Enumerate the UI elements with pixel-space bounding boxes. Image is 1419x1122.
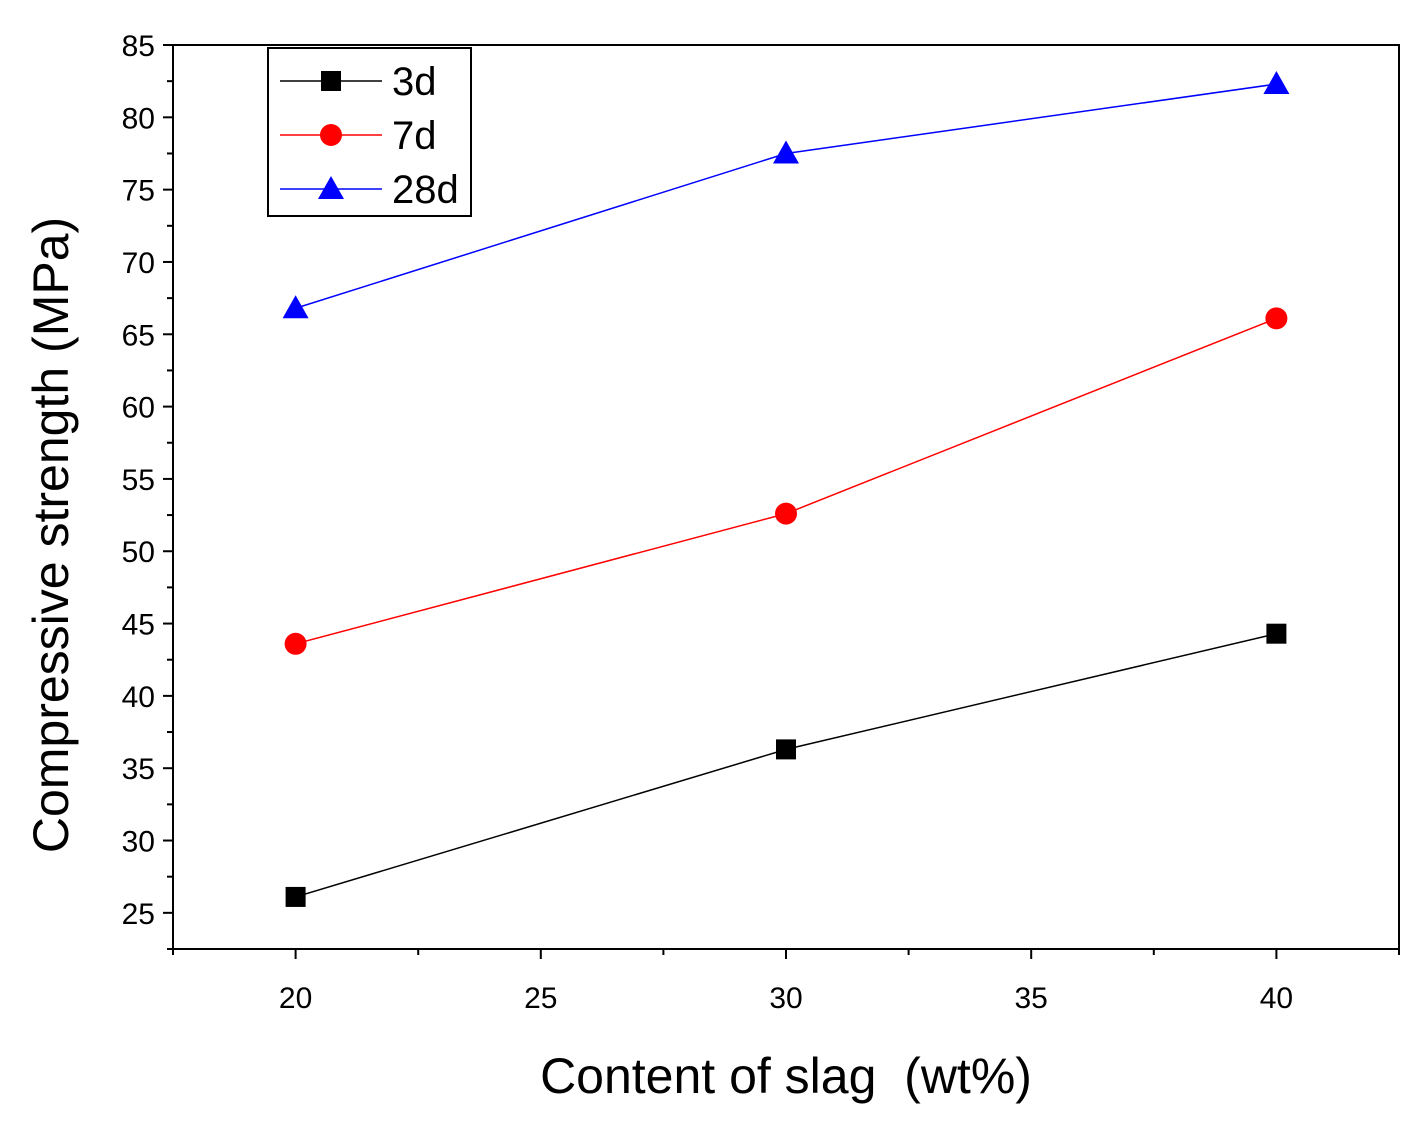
legend: 3d 7d 28d — [267, 47, 472, 217]
y-tick-label: 30 — [122, 826, 155, 859]
series-layer — [282, 71, 1290, 907]
legend-marker — [321, 71, 341, 91]
legend-marker — [318, 176, 344, 199]
legend-item-3d: 3d — [280, 60, 437, 104]
x-tick-label: 35 — [1015, 982, 1048, 1015]
x-tick-label: 20 — [279, 982, 312, 1015]
data-point — [776, 739, 796, 760]
x-tick-label: 30 — [769, 982, 802, 1015]
data-point — [1266, 623, 1287, 644]
data-point — [773, 140, 799, 164]
legend-item-7d: 7d — [280, 114, 437, 158]
y-tick-label: 40 — [122, 681, 155, 714]
y-tick-label: 70 — [122, 247, 155, 280]
series-3d — [285, 623, 1287, 907]
series-line — [295, 317, 1277, 645]
legend-label: 3d — [392, 60, 437, 104]
legend-box — [267, 47, 472, 217]
y-tick-label: 85 — [122, 30, 155, 63]
legend-marker — [320, 124, 342, 146]
x-axis: 20 25 30 35 40 — [172, 949, 1400, 1015]
data-point — [285, 886, 306, 907]
x-axis-title: Content of slag (wt%) — [540, 1048, 1032, 1104]
legend-item-28d: 28d — [280, 168, 459, 212]
y-tick-label: 25 — [122, 898, 155, 931]
y-tick-label: 55 — [122, 464, 155, 497]
data-point — [775, 502, 797, 525]
y-tick-label: 60 — [122, 392, 155, 425]
y-tick-label: 35 — [122, 753, 155, 786]
y-tick-label: 75 — [122, 175, 155, 208]
series-line — [295, 632, 1277, 898]
y-tick-label: 65 — [122, 319, 155, 352]
x-tick-label: 25 — [524, 982, 557, 1015]
series-28d — [282, 71, 1290, 319]
y-tick-label: 50 — [122, 536, 155, 569]
data-point — [1263, 71, 1290, 95]
data-point — [1265, 307, 1288, 330]
y-axis-title: Compressive strength (MPa) — [23, 217, 79, 853]
x-tick-label: 40 — [1260, 982, 1293, 1015]
series-7d — [284, 307, 1288, 655]
y-axis: 25 30 35 40 45 50 55 60 65 70 75 80 85 — [122, 30, 173, 950]
legend-label: 7d — [392, 114, 437, 158]
y-tick-label: 45 — [122, 609, 155, 642]
data-point — [282, 295, 309, 319]
data-point — [284, 632, 307, 655]
y-tick-label: 80 — [122, 102, 155, 135]
legend-label: 28d — [392, 168, 459, 212]
